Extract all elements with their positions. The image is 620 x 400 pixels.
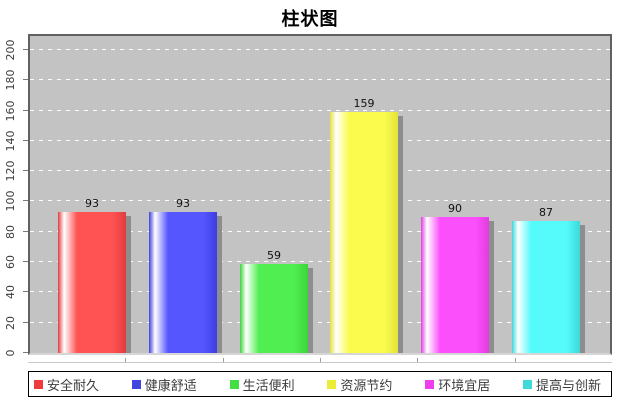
legend-item-5[interactable]: 环境宜居 bbox=[425, 375, 490, 394]
legend-label: 提高与创新 bbox=[535, 378, 601, 394]
plot-gridline bbox=[30, 261, 610, 262]
x-axis-tick bbox=[320, 358, 321, 362]
y-axis-tick bbox=[23, 110, 28, 111]
bar-value-label: 87 bbox=[539, 206, 553, 219]
bar-value-label: 159 bbox=[353, 97, 375, 110]
legend-item-3[interactable]: 生活便利 bbox=[229, 375, 295, 394]
x-axis-line bbox=[28, 358, 612, 363]
chart-title: 柱状图 bbox=[281, 9, 339, 30]
plot-gridline bbox=[30, 322, 610, 323]
bar-2[interactable]: 93 bbox=[149, 197, 217, 353]
bar-value-label: 59 bbox=[267, 249, 281, 262]
x-axis-tick bbox=[515, 358, 516, 362]
bar-4[interactable]: 159 bbox=[330, 97, 398, 353]
plot-gridline bbox=[30, 79, 610, 80]
legend-label: 安全耐久 bbox=[47, 378, 100, 394]
bar-value-label: 90 bbox=[448, 202, 462, 215]
legend-item-2[interactable]: 健康舒适 bbox=[131, 375, 197, 394]
y-axis-tick bbox=[23, 352, 28, 353]
legend-swatch bbox=[327, 379, 337, 389]
y-axis: 0 20 40 60 80 100 120 140 160 180 200 bbox=[0, 36, 28, 357]
legend-label: 健康舒适 bbox=[144, 378, 197, 394]
legend-item-4[interactable]: 资源节约 bbox=[327, 375, 392, 394]
y-axis-tick bbox=[23, 322, 28, 323]
bar-value-label: 93 bbox=[85, 197, 99, 210]
y-axis-tick bbox=[23, 140, 28, 141]
legend-swatch bbox=[131, 379, 141, 389]
plot-gridline bbox=[30, 231, 610, 232]
plot-gridline bbox=[30, 49, 610, 50]
bar-3[interactable]: 59 bbox=[240, 249, 308, 353]
legend: 安全耐久 健康舒适 生活便利 资源节约 环境宜居 提高与创新 bbox=[28, 371, 612, 397]
legend-swatch bbox=[425, 379, 435, 389]
y-axis-tick bbox=[23, 79, 28, 80]
y-axis-tick bbox=[23, 231, 28, 232]
y-axis-tick bbox=[23, 261, 28, 262]
x-axis-tick bbox=[223, 358, 224, 362]
y-axis-tick bbox=[23, 170, 28, 171]
plot-gridline bbox=[30, 200, 610, 201]
legend-item-6[interactable]: 提高与创新 bbox=[522, 375, 601, 394]
legend-swatch bbox=[34, 379, 43, 389]
legend-swatch bbox=[229, 379, 239, 389]
plot-area: 93 93 59 159 90 87 bbox=[28, 34, 612, 355]
plot-gridline bbox=[30, 110, 610, 111]
y-axis-tick bbox=[23, 200, 28, 201]
y-axis-tick bbox=[23, 291, 28, 292]
bar-6[interactable]: 87 bbox=[512, 206, 580, 353]
plot-gridline bbox=[30, 140, 610, 141]
plot-gridline bbox=[30, 170, 610, 171]
legend-label: 环境宜居 bbox=[438, 378, 491, 394]
legend-swatch bbox=[522, 379, 532, 389]
bar-5[interactable]: 90 bbox=[421, 202, 489, 353]
plot-gridline bbox=[30, 291, 610, 292]
bar-1[interactable]: 93 bbox=[58, 197, 126, 353]
legend-item-1[interactable]: 安全耐久 bbox=[34, 375, 99, 394]
x-axis-tick bbox=[125, 358, 126, 362]
legend-label: 生活便利 bbox=[242, 378, 295, 394]
legend-label: 资源节约 bbox=[340, 378, 393, 394]
bar-value-label: 93 bbox=[176, 197, 190, 210]
y-axis-tick-label: 200 bbox=[4, 39, 17, 61]
x-axis-tick bbox=[417, 358, 418, 362]
y-axis-tick bbox=[23, 49, 28, 50]
